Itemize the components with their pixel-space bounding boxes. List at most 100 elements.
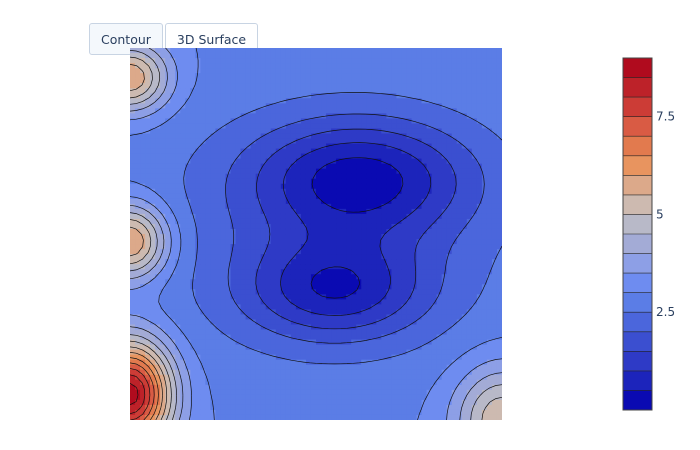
contour-cell (421, 48, 427, 54)
contour-cell (406, 304, 412, 310)
contour-cell (351, 389, 357, 396)
contour-cell (366, 63, 372, 69)
contour-cell (326, 163, 332, 170)
contour-cell (200, 83, 206, 89)
contour-cell (346, 329, 352, 335)
contour-cell (391, 148, 397, 154)
contour-cell (406, 374, 412, 381)
contour-cell (275, 158, 282, 165)
contour-cell (371, 394, 377, 401)
contour-cell (205, 314, 211, 320)
contour-cell (210, 304, 216, 310)
contour-cell (316, 148, 322, 154)
contour-cell (336, 384, 342, 391)
contour-button[interactable]: Contour (89, 23, 163, 55)
contour-cell (280, 148, 287, 154)
contour-cell (160, 339, 166, 345)
contour-cell (265, 314, 272, 320)
contour-cell (135, 299, 141, 305)
contour-cell (436, 93, 443, 99)
contour-cell (205, 228, 211, 235)
contour-cell (210, 334, 216, 340)
contour-cell (190, 218, 196, 225)
contour-cell (446, 344, 453, 351)
contour-cell (361, 143, 367, 149)
contour-cell (230, 53, 236, 59)
contour-cell (305, 239, 312, 245)
contour-cell (150, 113, 156, 119)
contour-cell (225, 334, 231, 340)
contour-cell (396, 319, 402, 325)
contour-cell (285, 239, 292, 245)
contour-cell (461, 304, 468, 310)
contour-cell (220, 143, 226, 149)
contour-cell (406, 369, 412, 376)
contour-cell (285, 218, 292, 225)
contour-cell (406, 198, 412, 205)
contour-cell (155, 374, 161, 381)
contour-cell (130, 364, 136, 371)
contour-cell (250, 244, 257, 250)
contour-cell (200, 319, 206, 325)
contour-cell (371, 208, 377, 215)
contour-cell (185, 153, 191, 159)
contour-cell (235, 389, 241, 396)
contour-cell (220, 249, 226, 255)
contour-cell (235, 324, 241, 330)
contour-cell (185, 389, 191, 396)
contour-cell (295, 334, 302, 340)
contour-cell (295, 239, 302, 245)
contour-cell (290, 269, 297, 275)
contour-cell (456, 138, 463, 144)
contour-cell (366, 379, 372, 386)
contour-cell (356, 404, 362, 411)
contour-cell (331, 138, 337, 144)
contour-cell (255, 88, 262, 94)
contour-cell (391, 108, 397, 114)
contour-cell (275, 148, 282, 154)
contour-cell (170, 48, 176, 54)
contour-cell (270, 329, 277, 335)
contour-cell (200, 379, 206, 386)
contour-cell (190, 48, 196, 54)
contour-cell (155, 168, 161, 175)
contour-cell (356, 244, 362, 250)
contour-cell (165, 234, 171, 240)
contour-cell (371, 369, 377, 376)
contour-cell (461, 404, 468, 411)
contour-cell (336, 108, 342, 114)
contour-cell (135, 53, 141, 59)
contour-cell (381, 269, 387, 275)
contour-cell (451, 354, 458, 361)
contour-cell (185, 364, 191, 371)
contour-cell (290, 389, 297, 396)
contour-cell (170, 58, 176, 64)
contour-cell (280, 208, 287, 215)
contour-cell (305, 63, 312, 69)
contour-cell (270, 294, 277, 300)
contour-cell (130, 158, 136, 165)
contour-cell (270, 279, 277, 285)
contour-cell (356, 138, 362, 144)
contour-cell (155, 78, 161, 84)
contour-cell (391, 73, 397, 79)
contour-cell (305, 244, 312, 250)
contour-cell (321, 73, 327, 79)
contour-cell (436, 234, 443, 240)
contour-cell (255, 153, 262, 159)
contour-cell (240, 93, 247, 99)
contour-cell (371, 299, 377, 305)
contour-cell (280, 279, 287, 285)
contour-cell (180, 63, 186, 69)
contour-cell (386, 384, 392, 391)
contour-cell (376, 379, 382, 386)
contour-cell (270, 188, 277, 195)
contour-cell (331, 364, 337, 371)
contour-cell (326, 414, 332, 420)
contour-cell (431, 274, 438, 280)
contour-cell (290, 93, 297, 99)
contour-cell (401, 259, 407, 265)
contour-cell (351, 73, 357, 79)
contour-cell (175, 279, 181, 285)
contour-cell (341, 359, 347, 366)
